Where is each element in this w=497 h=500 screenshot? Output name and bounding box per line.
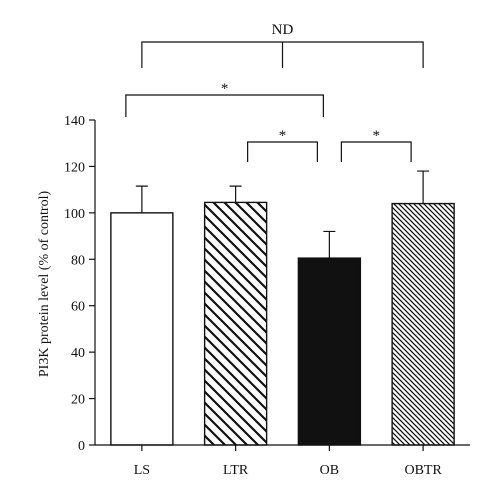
x-axis-labels: LS LTR OB OBTR — [134, 445, 442, 478]
y-tick-label: 40 — [71, 346, 85, 361]
x-tick-label: LTR — [223, 463, 249, 478]
x-tick-label: LS — [134, 463, 150, 478]
y-tick-label: 0 — [78, 439, 85, 454]
y-axis-ticks: 0 20 40 60 80 100 120 140 — [64, 114, 95, 454]
y-tick-label: 140 — [64, 114, 85, 129]
y-tick-label: 80 — [71, 253, 85, 268]
y-tick-label: 60 — [71, 300, 85, 315]
bars — [110, 170, 455, 446]
y-tick-label: 120 — [64, 160, 85, 175]
y-tick-label: 20 — [71, 393, 85, 408]
y-axis-label: PI3K protein level (% of control) — [37, 191, 52, 378]
error-bar-ltr — [229, 185, 242, 203]
significance-label: * — [373, 128, 381, 144]
significance-label: ND — [272, 22, 294, 38]
error-bar-ls — [135, 185, 148, 213]
bar-ob — [297, 257, 362, 446]
x-tick-label: OB — [320, 463, 339, 478]
bar-ltr — [203, 201, 268, 446]
significance-bracket — [125, 94, 324, 117]
significance-bracket — [247, 141, 318, 162]
error-bar-ob — [323, 230, 336, 259]
significance-bracket — [340, 141, 412, 162]
significance-label: * — [279, 128, 287, 144]
bar-obtr — [391, 202, 455, 446]
error-bar-obtr — [417, 170, 430, 204]
significance-brackets: ND * * * — [125, 22, 424, 162]
significance-label: * — [221, 81, 229, 97]
x-tick-label: OBTR — [404, 463, 442, 478]
y-tick-label: 100 — [64, 207, 85, 222]
bar-ls — [110, 212, 174, 446]
